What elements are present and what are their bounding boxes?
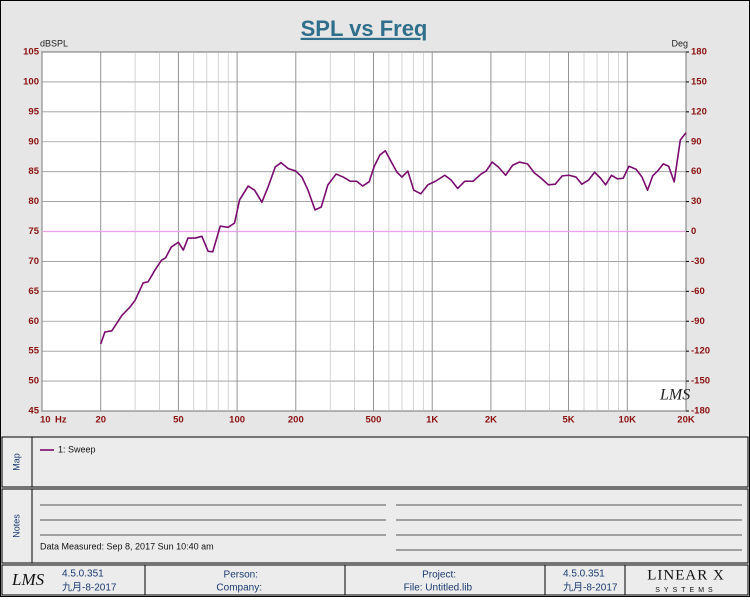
version: 4.5.0.351: [563, 569, 605, 580]
footer: [1, 564, 749, 596]
brand: LINEAR X: [647, 567, 725, 583]
map-panel: [1, 436, 749, 488]
y-tick-label: 55: [28, 346, 39, 357]
x-tick-label: 5K: [562, 415, 574, 426]
y2-tick-label: -120: [691, 346, 710, 357]
y-tick-label: 90: [28, 136, 39, 147]
y2-tick-label: -150: [691, 376, 710, 387]
y2-tick-label: -90: [691, 316, 705, 327]
footer-dividers: [144, 565, 626, 595]
y2-tick-label: 30: [691, 196, 702, 207]
y-tick-label: 100: [23, 76, 39, 87]
x-tick-label: 200: [288, 415, 304, 426]
legend-entry: 1: Sweep: [58, 444, 96, 454]
y-tick-label: 105: [23, 47, 40, 58]
y2-tick-label: 90: [691, 136, 702, 147]
x-tick-label: 20K: [677, 415, 695, 426]
brand-sub: SYSTEMS: [655, 587, 716, 594]
watermark: LMS: [659, 387, 690, 404]
x-tick-label: 10: [40, 415, 51, 426]
x-tick-label: 10K: [619, 415, 637, 426]
y2-tick-label: 0: [691, 226, 696, 237]
x-tick-label: 100: [229, 415, 245, 426]
chart-title: SPL vs Freq: [301, 16, 428, 41]
y2-tick-label: -180: [691, 406, 710, 417]
version: 4.5.0.351: [62, 569, 104, 580]
y2-tick-label: 150: [691, 76, 707, 87]
notes-panel: [1, 488, 749, 564]
footer-logo: LMS: [11, 570, 45, 589]
company: Company:: [216, 583, 262, 594]
y-tick-label: 65: [28, 286, 39, 297]
x-tick-label: 2K: [485, 415, 497, 426]
date: 九月-8-2017: [563, 582, 618, 594]
person: Person:: [224, 570, 258, 581]
y2-tick-label: -30: [691, 256, 705, 267]
x-unit: Hz: [55, 415, 67, 426]
note-lines: [40, 504, 742, 551]
date: 九月-8-2017: [62, 582, 117, 594]
y-tick-label: 85: [28, 166, 39, 177]
x-tick-label: 1K: [426, 415, 438, 426]
y-axis-label: dBSPL: [40, 38, 68, 48]
y2-axis-label: Deg: [671, 38, 688, 48]
legend: 1: Sweep: [40, 444, 96, 454]
y-tick-label: 45: [28, 406, 39, 417]
y-tick-label: 50: [28, 376, 39, 387]
x-tick-label: 20: [95, 415, 106, 426]
x-tick-label: 500: [366, 415, 382, 426]
x-tick-label: 50: [173, 415, 184, 426]
data-measured: Data Measured: Sep 8, 2017 Sun 10:40 am: [40, 541, 214, 551]
series-line: [99, 132, 687, 345]
y-tick-label: 80: [28, 196, 39, 207]
project: Project:: [422, 570, 456, 581]
y-tick-label: 75: [28, 226, 39, 237]
y-tick-label: 95: [28, 106, 39, 117]
map-label: Map: [11, 453, 21, 471]
notes-label: Notes: [11, 514, 21, 538]
y2-tick-label: 180: [691, 47, 707, 58]
y2-tick-label: 60: [691, 166, 702, 177]
file: File: Untitled.lib: [404, 583, 473, 594]
y2-tick-label: -60: [691, 286, 705, 297]
y-tick-label: 60: [28, 316, 39, 327]
y-tick-label: 70: [28, 256, 39, 267]
y2-tick-label: 120: [691, 106, 707, 117]
